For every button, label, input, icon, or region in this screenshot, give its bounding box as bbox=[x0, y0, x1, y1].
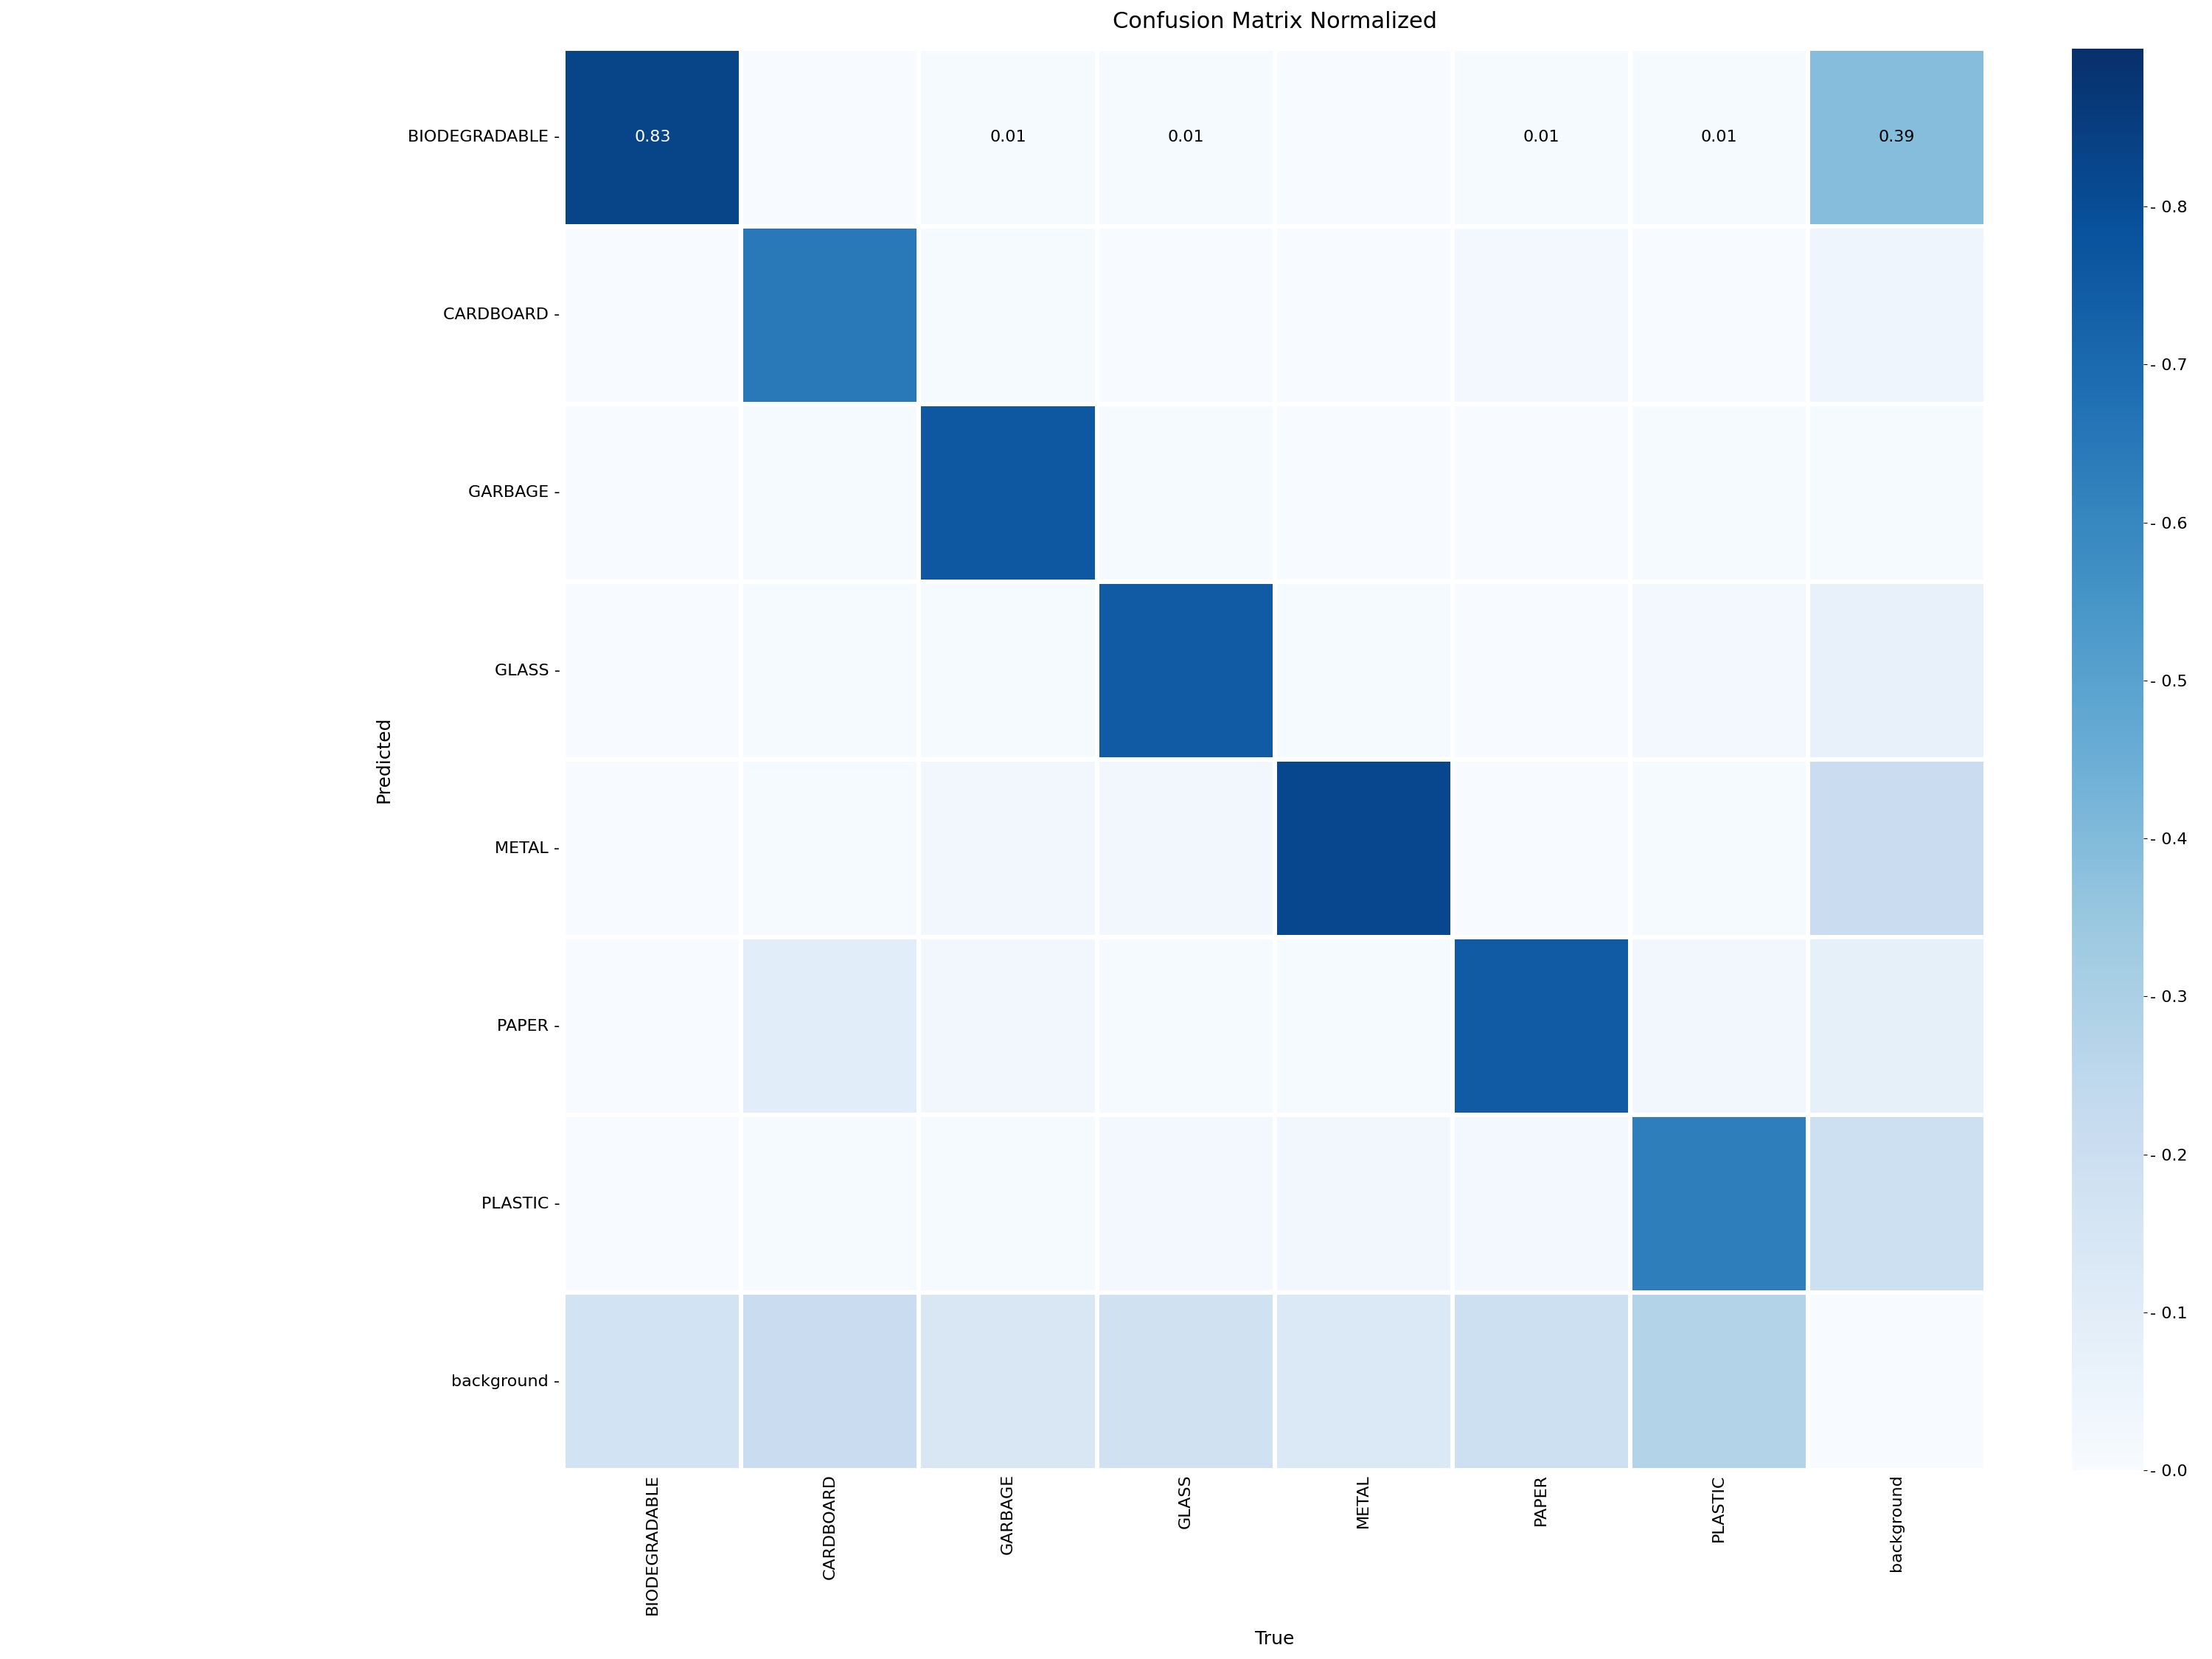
Text: 0.01: 0.01 bbox=[1522, 129, 1559, 144]
Text: 0.39: 0.39 bbox=[1878, 129, 1916, 144]
Text: 0.83: 0.83 bbox=[635, 129, 670, 144]
Y-axis label: Predicted: Predicted bbox=[374, 717, 392, 803]
Text: 0.01: 0.01 bbox=[1168, 129, 1203, 144]
X-axis label: True: True bbox=[1254, 1631, 1294, 1647]
Title: Confusion Matrix Normalized: Confusion Matrix Normalized bbox=[1113, 12, 1438, 33]
Text: 0.01: 0.01 bbox=[1701, 129, 1736, 144]
Text: 0.01: 0.01 bbox=[989, 129, 1026, 144]
